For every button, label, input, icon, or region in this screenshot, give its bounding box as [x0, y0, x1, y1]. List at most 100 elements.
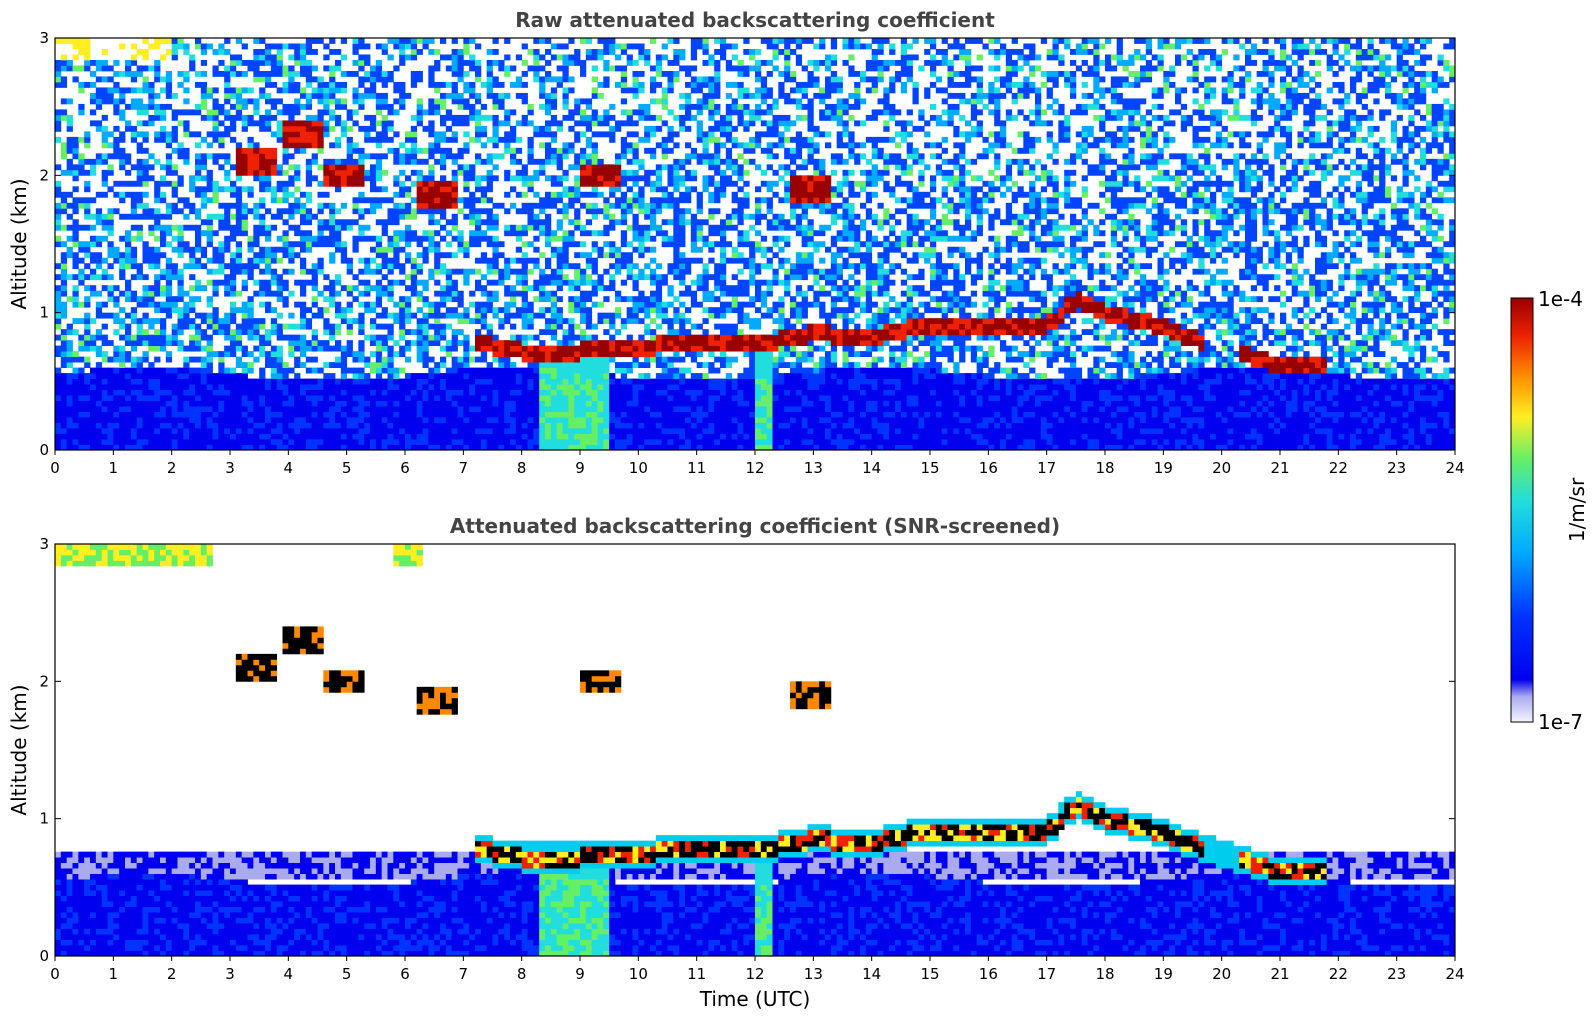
heatmap-cell [224, 389, 231, 396]
heatmap-cell [101, 439, 108, 445]
heatmap-cell [486, 213, 493, 220]
heatmap-cell [650, 257, 657, 264]
heatmap-cell [399, 301, 406, 308]
heatmap-cell [609, 164, 616, 171]
heatmap-cell [603, 131, 610, 138]
heatmap-cell [615, 439, 622, 445]
heatmap-cell [434, 395, 441, 401]
heatmap-cell [504, 191, 511, 198]
heatmap-cell [364, 334, 371, 341]
heatmap-cell [72, 351, 79, 358]
heatmap-cell [504, 54, 511, 61]
heatmap-cell [550, 76, 558, 83]
heatmap-cell [515, 307, 523, 314]
heatmap-cell [632, 439, 639, 445]
heatmap-cell [416, 180, 423, 187]
heatmap-cell [119, 345, 126, 352]
heatmap-cell [638, 274, 645, 281]
heatmap-cell [165, 142, 173, 149]
heatmap-cell [60, 395, 68, 401]
heatmap-cell [165, 384, 173, 390]
heatmap-cell [568, 378, 575, 385]
heatmap-cell [300, 318, 307, 325]
heatmap-cell [492, 422, 499, 429]
heatmap-cell [265, 48, 272, 55]
heatmap-cell [136, 131, 143, 138]
heatmap-cell [323, 54, 330, 61]
heatmap-cell [195, 43, 202, 50]
heatmap-cell [305, 307, 313, 314]
heatmap-cell [78, 43, 85, 50]
heatmap-cell [276, 131, 283, 138]
heatmap-cell [317, 76, 324, 83]
heatmap-cell [539, 131, 546, 138]
heatmap-cell [568, 301, 575, 308]
heatmap-cell [527, 142, 534, 149]
heatmap-cell [241, 114, 248, 121]
heatmap-cell [195, 417, 202, 423]
heatmap-cell [142, 103, 149, 110]
heatmap-cell [463, 345, 470, 352]
heatmap-cell [218, 257, 225, 264]
heatmap-cell [247, 301, 254, 308]
heatmap-cell [364, 54, 371, 61]
heatmap-cell [55, 65, 62, 72]
heatmap-cell [206, 213, 213, 220]
heatmap-cell [346, 428, 353, 434]
heatmap-cell [405, 439, 412, 445]
heatmap-cell [428, 301, 435, 308]
heatmap-cell [230, 301, 237, 308]
heatmap-cell [358, 279, 365, 286]
heatmap-cell [620, 136, 628, 143]
heatmap-cell [230, 329, 237, 336]
heatmap-cell [90, 439, 97, 445]
heatmap-cell [416, 395, 423, 401]
heatmap-cell [142, 285, 149, 292]
heatmap-cell [241, 422, 248, 429]
heatmap-cell [183, 422, 190, 429]
heatmap-cell [323, 125, 330, 132]
heatmap-cell [370, 186, 377, 193]
heatmap-cell [72, 147, 79, 154]
heatmap-cell [580, 274, 587, 281]
heatmap-cell [428, 81, 435, 88]
heatmap-cell [375, 334, 383, 341]
heatmap-cell [55, 202, 62, 209]
heatmap-cell [154, 307, 161, 314]
heatmap-cell [480, 417, 488, 423]
heatmap-cell [387, 356, 394, 363]
heatmap-cell [119, 318, 126, 325]
heatmap-cell [230, 235, 237, 242]
heatmap-cell [276, 356, 283, 363]
heatmap-cell [113, 351, 120, 358]
heatmap-cell [609, 202, 616, 209]
heatmap-cell [469, 301, 476, 308]
heatmap-cell [95, 59, 103, 66]
heatmap-cell [119, 158, 126, 165]
heatmap-cell [340, 257, 348, 264]
heatmap-cell [154, 103, 161, 110]
heatmap-cell [463, 444, 470, 450]
heatmap-cell [410, 384, 418, 390]
heatmap-cell [288, 433, 295, 440]
heatmap-cell [580, 98, 587, 105]
heatmap-cell [95, 274, 103, 281]
heatmap-cell [615, 329, 622, 336]
heatmap-cell [235, 114, 243, 121]
heatmap-cell [171, 147, 178, 154]
heatmap-cell [416, 197, 423, 204]
heatmap-cell [445, 274, 453, 281]
heatmap-cell [84, 433, 91, 440]
heatmap-cell [492, 81, 499, 88]
heatmap-cell [556, 318, 563, 325]
heatmap-cell [107, 340, 114, 347]
heatmap-cell [177, 307, 184, 314]
heatmap-cell [101, 433, 108, 440]
heatmap-cell [580, 175, 587, 182]
heatmap-cell [119, 334, 126, 341]
heatmap-cell [545, 389, 552, 396]
heatmap-cell [457, 301, 464, 308]
heatmap-cell [463, 87, 470, 94]
heatmap-cell [574, 444, 581, 450]
heatmap-cell [247, 274, 254, 281]
